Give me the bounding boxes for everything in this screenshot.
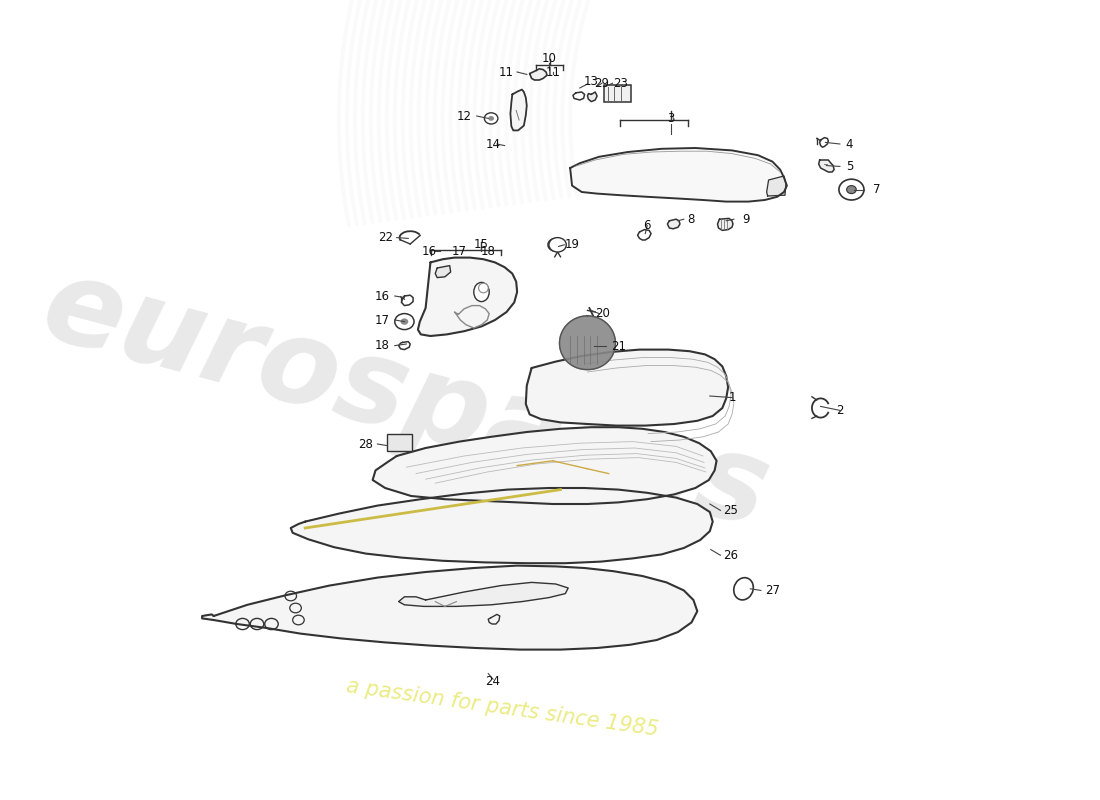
- Circle shape: [395, 314, 414, 330]
- Text: 23: 23: [613, 77, 628, 90]
- Polygon shape: [530, 69, 547, 80]
- Polygon shape: [587, 92, 597, 102]
- Text: a passion for parts since 1985: a passion for parts since 1985: [345, 676, 660, 740]
- Text: 25: 25: [724, 504, 738, 517]
- Text: 17: 17: [452, 245, 466, 258]
- Text: 18: 18: [481, 245, 496, 258]
- Text: 29: 29: [594, 77, 609, 90]
- Text: eurospares: eurospares: [31, 248, 782, 552]
- Text: 4: 4: [846, 138, 854, 150]
- Text: 19: 19: [564, 238, 580, 251]
- Circle shape: [549, 238, 566, 252]
- Text: 18: 18: [375, 339, 389, 352]
- Polygon shape: [510, 90, 527, 130]
- Circle shape: [839, 179, 864, 200]
- Text: 15: 15: [474, 238, 488, 251]
- Ellipse shape: [478, 283, 488, 293]
- Text: 24: 24: [485, 675, 501, 688]
- Polygon shape: [526, 350, 728, 426]
- Polygon shape: [290, 488, 713, 563]
- Text: 13: 13: [584, 75, 598, 88]
- Text: 17: 17: [375, 314, 389, 326]
- Polygon shape: [717, 218, 733, 230]
- Text: 14: 14: [485, 138, 501, 150]
- Polygon shape: [418, 258, 517, 336]
- Polygon shape: [818, 160, 834, 172]
- FancyBboxPatch shape: [387, 434, 412, 451]
- Text: 11: 11: [499, 66, 514, 78]
- Polygon shape: [202, 566, 697, 650]
- Text: 26: 26: [724, 549, 738, 562]
- Text: 11: 11: [546, 66, 560, 78]
- Circle shape: [400, 318, 408, 325]
- Text: 1: 1: [728, 391, 736, 404]
- Text: 16: 16: [422, 245, 437, 258]
- Text: 5: 5: [846, 160, 854, 173]
- Text: 10: 10: [541, 52, 557, 65]
- Text: 7: 7: [872, 183, 880, 196]
- Polygon shape: [560, 316, 615, 370]
- Text: 28: 28: [359, 438, 373, 450]
- Ellipse shape: [734, 578, 754, 600]
- Text: 3: 3: [668, 112, 675, 125]
- Circle shape: [488, 116, 494, 121]
- Text: 6: 6: [644, 219, 651, 232]
- Text: 8: 8: [686, 213, 694, 226]
- Polygon shape: [436, 266, 451, 278]
- Text: 21: 21: [610, 340, 626, 353]
- Text: 22: 22: [377, 231, 393, 244]
- Text: 9: 9: [742, 213, 750, 226]
- Text: 20: 20: [595, 307, 610, 320]
- Polygon shape: [767, 176, 785, 196]
- Text: 2: 2: [836, 404, 844, 417]
- Polygon shape: [668, 219, 680, 229]
- Text: 12: 12: [456, 110, 472, 122]
- Text: 16: 16: [375, 290, 389, 302]
- Circle shape: [847, 186, 856, 194]
- Polygon shape: [373, 427, 716, 504]
- Polygon shape: [398, 582, 569, 606]
- Ellipse shape: [474, 282, 490, 302]
- Text: 27: 27: [764, 584, 780, 597]
- FancyBboxPatch shape: [604, 85, 630, 102]
- Circle shape: [484, 113, 498, 124]
- Polygon shape: [570, 148, 786, 202]
